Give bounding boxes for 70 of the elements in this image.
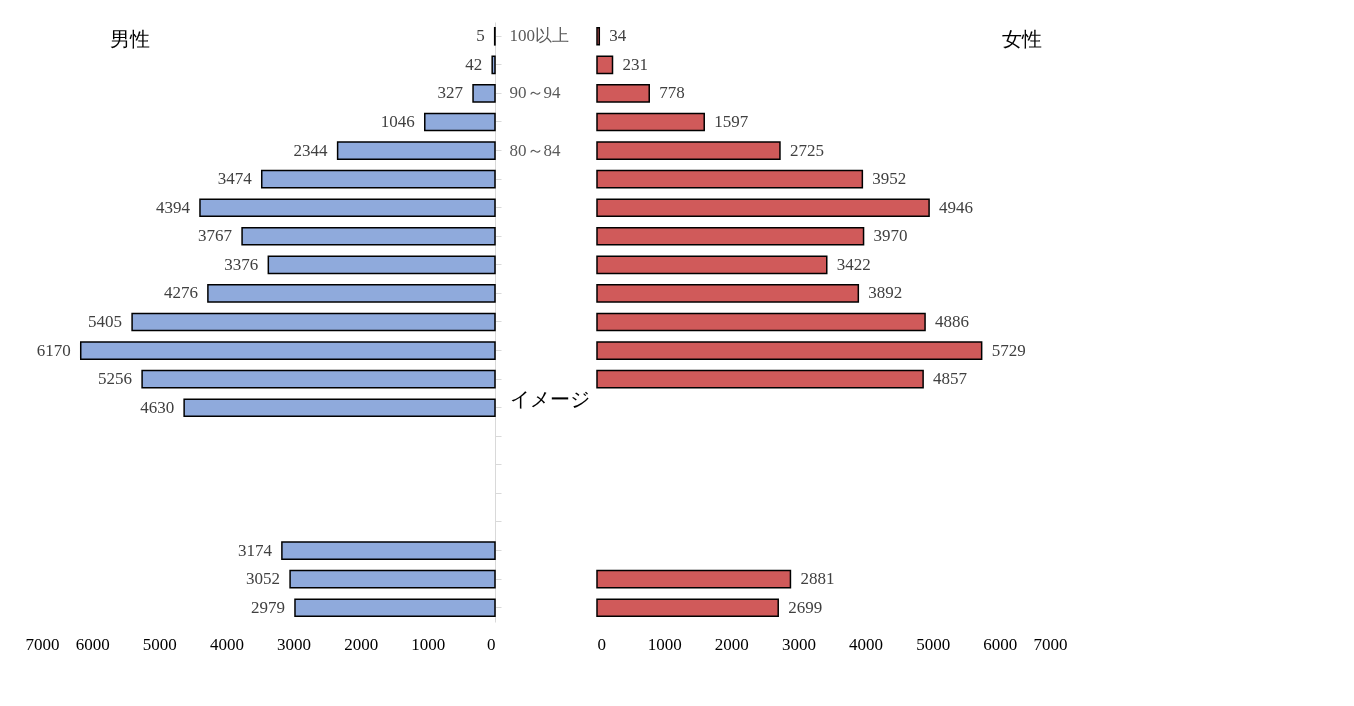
bar xyxy=(79,341,496,360)
y-tick-label: 90～94 xyxy=(509,83,561,103)
x-tick-label: 4000 xyxy=(849,634,884,654)
data-label: 4630 xyxy=(140,397,175,417)
data-label: 327 xyxy=(437,83,464,103)
bar xyxy=(491,55,496,75)
bar xyxy=(241,226,496,246)
x-tick-label: 4000 xyxy=(209,634,244,654)
data-label: 3052 xyxy=(246,569,281,589)
data-label: 5405 xyxy=(88,312,123,331)
data-label: 2725 xyxy=(789,140,824,160)
x-tick-label: 5000 xyxy=(916,634,951,654)
data-label: 3422 xyxy=(836,254,871,274)
bar xyxy=(294,598,496,618)
x-tick-label: 6000 xyxy=(75,634,110,654)
data-label: 3767 xyxy=(198,226,233,246)
data-label: 4857 xyxy=(933,369,968,389)
data-label: 2699 xyxy=(788,597,823,617)
bar xyxy=(424,112,496,132)
x-tick-label: 7000 xyxy=(25,634,60,654)
y-tick-label: 80～84 xyxy=(509,140,561,160)
data-label: 778 xyxy=(659,83,685,103)
bar xyxy=(472,84,496,103)
bar xyxy=(131,312,496,332)
data-label: 3952 xyxy=(872,169,907,189)
data-label: 3970 xyxy=(873,226,908,246)
data-label: 3376 xyxy=(224,254,259,274)
annotation: 男性 xyxy=(110,28,150,50)
data-label: 6170 xyxy=(36,340,71,360)
data-label: 2881 xyxy=(800,569,835,589)
data-label: 2979 xyxy=(250,597,285,617)
data-label: 34 xyxy=(609,26,627,46)
x-tick-label: 1000 xyxy=(647,634,682,654)
x-tick-label: 7000 xyxy=(1033,634,1068,654)
data-label: 4946 xyxy=(939,197,974,217)
data-label: 1046 xyxy=(380,112,415,131)
data-label: 4276 xyxy=(163,283,198,303)
data-label: 3474 xyxy=(217,169,253,189)
data-label: 42 xyxy=(465,54,483,74)
bar xyxy=(281,541,496,560)
bar xyxy=(141,369,496,389)
data-label: 4394 xyxy=(155,197,191,217)
bar xyxy=(261,169,496,189)
data-label: 3174 xyxy=(237,540,273,560)
annotation: 女性 xyxy=(1002,28,1042,50)
x-tick-label: 3000 xyxy=(277,634,312,654)
data-label: 4886 xyxy=(935,312,970,331)
data-label: 3892 xyxy=(868,283,903,303)
data-label: 5 xyxy=(476,26,485,46)
text: イメージ xyxy=(510,388,590,410)
x-tick-label: 2000 xyxy=(714,634,749,654)
y-tick-label: 100以上 xyxy=(509,26,569,46)
bar xyxy=(289,569,496,589)
bar xyxy=(199,198,496,218)
x-tick-label: 0 xyxy=(487,634,496,654)
x-tick-label: 2000 xyxy=(344,634,379,654)
bar xyxy=(183,398,496,418)
bar xyxy=(336,141,496,160)
data-label: 2344 xyxy=(293,140,329,160)
x-tick-label: 0 xyxy=(597,634,606,654)
bar xyxy=(207,284,496,303)
x-tick-label: 1000 xyxy=(411,634,446,654)
x-tick-label: 3000 xyxy=(781,634,816,654)
bar xyxy=(267,255,496,275)
data-label: 5729 xyxy=(991,340,1026,360)
x-tick-label: 5000 xyxy=(142,634,177,654)
data-label: 231 xyxy=(622,54,649,74)
data-label: 5256 xyxy=(98,369,133,389)
x-tick-label: 6000 xyxy=(983,634,1018,654)
data-label: 1597 xyxy=(714,112,749,131)
